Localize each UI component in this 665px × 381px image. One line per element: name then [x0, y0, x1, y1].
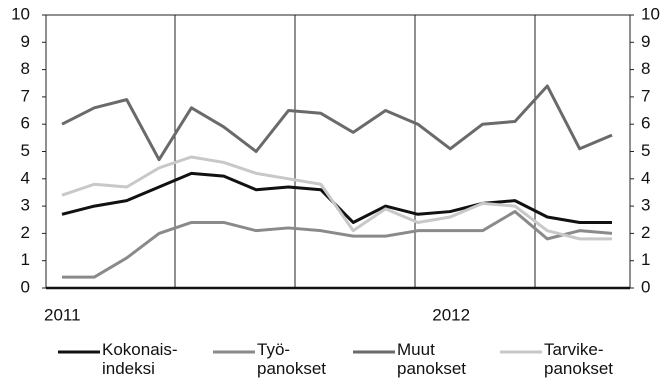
legend-label: Muut panokset: [397, 340, 466, 378]
y-tick-label: 6: [21, 114, 30, 133]
series-line: [61, 84, 613, 162]
y-tick-label: 2: [21, 223, 30, 242]
y2-tick-label: 3: [641, 196, 650, 215]
x-tick-label: 2011: [44, 305, 81, 324]
legend-label: Kokonais-indeksi: [102, 340, 178, 378]
y-tick-label: 8: [21, 59, 30, 78]
y-tick-label: 5: [21, 141, 30, 160]
y-tick-label: 10: [11, 4, 30, 23]
y2-tick-label: 0: [641, 277, 650, 296]
series-line: [62, 210, 613, 279]
y2-tick-label: 6: [641, 114, 650, 133]
y2-tick-label: 9: [641, 32, 650, 51]
y2-tick-label: 7: [641, 86, 650, 105]
y2-tick-label: 1: [641, 250, 650, 269]
y-tick-label: 7: [21, 86, 30, 105]
y2-tick-label: 4: [641, 168, 650, 187]
y2-tick-label: 10: [641, 4, 660, 23]
y-tick-label: 4: [21, 168, 30, 187]
y-tick-label: 0: [21, 277, 30, 296]
y-tick-label: 9: [21, 32, 30, 51]
x-tick-label: 2012: [432, 305, 470, 324]
legend-label: Työ-panokset: [257, 340, 326, 378]
y2-tick-label: 8: [641, 59, 650, 78]
y-tick-label: 1: [21, 250, 30, 269]
legend-label: Tarvike-panokset: [544, 340, 613, 378]
y-tick-label: 3: [21, 196, 30, 215]
series-line: [61, 171, 612, 224]
y2-tick-label: 5: [641, 141, 650, 160]
plot-frame: [45, 14, 631, 289]
series-line: [61, 155, 612, 241]
y2-tick-label: 2: [641, 223, 650, 242]
